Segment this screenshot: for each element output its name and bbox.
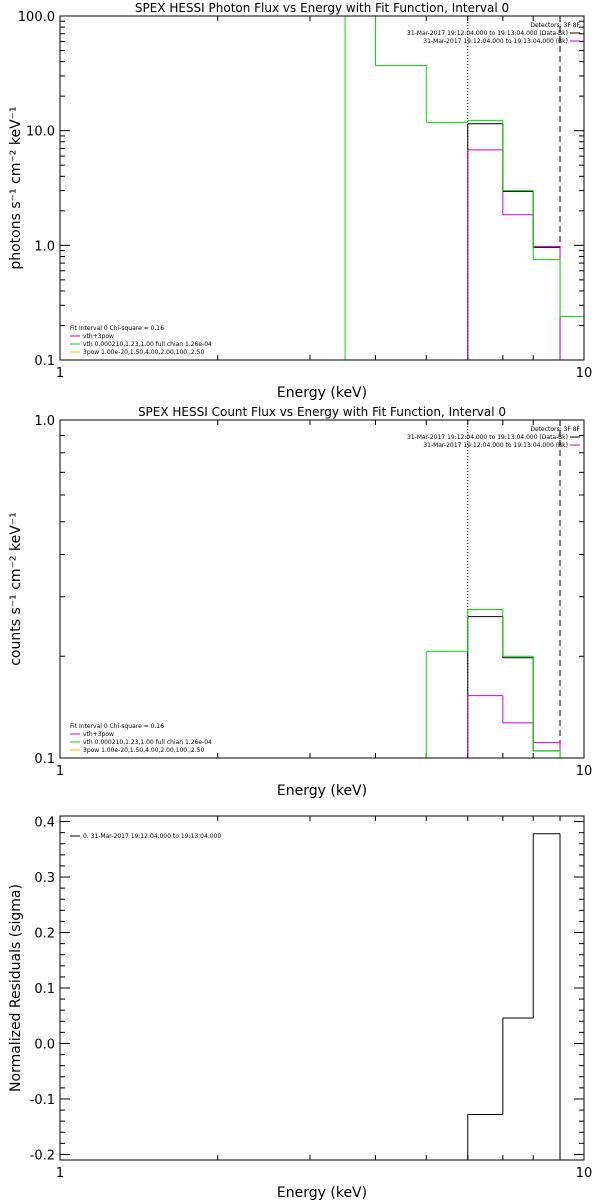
legend-entry: 3pow 1.00e-20,1.50,4.00,2.00,100.,2.50 [83, 747, 204, 754]
legend-entry: 31-Mar-2017 19:12:04.000 to 19:13:04.000… [423, 38, 568, 45]
series-0 [467, 833, 561, 1160]
x-tick-label: 1 [56, 764, 64, 779]
legend-entry: vth 0.000210,1.23,1.00 full chian 1.26e-… [83, 341, 212, 348]
x-axis-label: Energy (keV) [277, 783, 367, 799]
legend-entry: 0. 31-Mar-2017 19:12:04.000 to 19:13:04.… [83, 833, 221, 840]
y-tick-label: 0.1 [34, 982, 55, 997]
chart-title: SPEX HESSI Photon Flux vs Energy with Fi… [135, 1, 509, 15]
plot-frame [59, 419, 585, 759]
y-tick-label: 0.4 [34, 816, 55, 831]
legend-fit-title: Fit Interval 0 Chi-square = 0.16 [70, 325, 164, 332]
series-1 [467, 695, 561, 758]
series-1 [467, 149, 561, 360]
legend-entry: vth 0.000210,1.23,1.00 full chian 1.26e-… [83, 739, 212, 746]
legend-entry: vth+3pow [83, 333, 114, 340]
y-tick-label: 0.1 [34, 752, 55, 767]
x-tick-label: 10 [576, 366, 593, 381]
legend-entry: 31-Mar-2017 19:12:04.000 to 19:13:04.000… [407, 30, 568, 37]
x-tick-label: 1 [56, 1166, 64, 1181]
chart-panel-1: SPEX HESSI Count Flux vs Energy with Fit… [8, 405, 592, 799]
x-tick-label: 1 [56, 366, 64, 381]
legend-detectors: Detectors: 3F 8F [530, 22, 580, 29]
series-0 [467, 123, 561, 360]
y-tick-label: 0.2 [34, 927, 55, 942]
legend-entry: 31-Mar-2017 19:12:04.000 to 19:13:04.000… [407, 434, 568, 441]
legend-fit-title: Fit Interval 0 Chi-square = 0.16 [70, 723, 164, 730]
x-axis-label: Energy (keV) [277, 1185, 367, 1200]
y-axis-label: Normalized Residuals (sigma) [8, 884, 24, 1092]
y-axis-label: photons s⁻¹ cm⁻² keV⁻¹ [8, 106, 24, 269]
y-tick-label: 100.0 [18, 10, 55, 25]
legend-entry: 31-Mar-2017 19:12:04.000 to 19:13:04.000… [423, 442, 568, 449]
y-tick-label: 10.0 [26, 125, 55, 140]
y-tick-label: 1.0 [34, 239, 55, 254]
chart-title: SPEX HESSI Count Flux vs Energy with Fit… [138, 405, 506, 419]
y-tick-label: 1.0 [34, 414, 55, 429]
y-tick-label: -0.2 [30, 1148, 55, 1163]
plot-area [344, 16, 584, 360]
chart-panel-2: 1 10 -0.2 -0.1 0.0 0.1 0.2 0.3 0.4 Energy (keV) No… [8, 815, 593, 1200]
x-axis-label: Energy (keV) [277, 385, 367, 401]
legend-entry: 3pow 1.00e-20,1.50,4.00,2.00,100.,2.50 [83, 349, 204, 356]
plot-area [467, 833, 561, 1160]
y-axis-label: counts s⁻¹ cm⁻² keV⁻¹ [8, 512, 24, 666]
series-2 [425, 609, 561, 758]
plot-frame [59, 15, 585, 361]
legend-entry: vth+3pow [83, 731, 114, 738]
y-tick-label: 0.1 [34, 354, 55, 369]
y-tick-label: 0.3 [34, 871, 55, 886]
plot-area [425, 420, 561, 758]
y-tick-label: -0.1 [30, 1093, 55, 1108]
legend-detectors: Detectors: 3F 8F [530, 426, 580, 433]
y-tick-label: 0.0 [34, 1037, 55, 1052]
x-tick-label: 10 [576, 764, 593, 779]
series-2 [344, 16, 584, 360]
x-tick-label: 10 [576, 1166, 593, 1181]
chart-panel-0: SPEX HESSI Photon Flux vs Energy with Fi… [8, 1, 592, 401]
plot-frame [59, 815, 585, 1161]
series-0 [467, 616, 561, 758]
